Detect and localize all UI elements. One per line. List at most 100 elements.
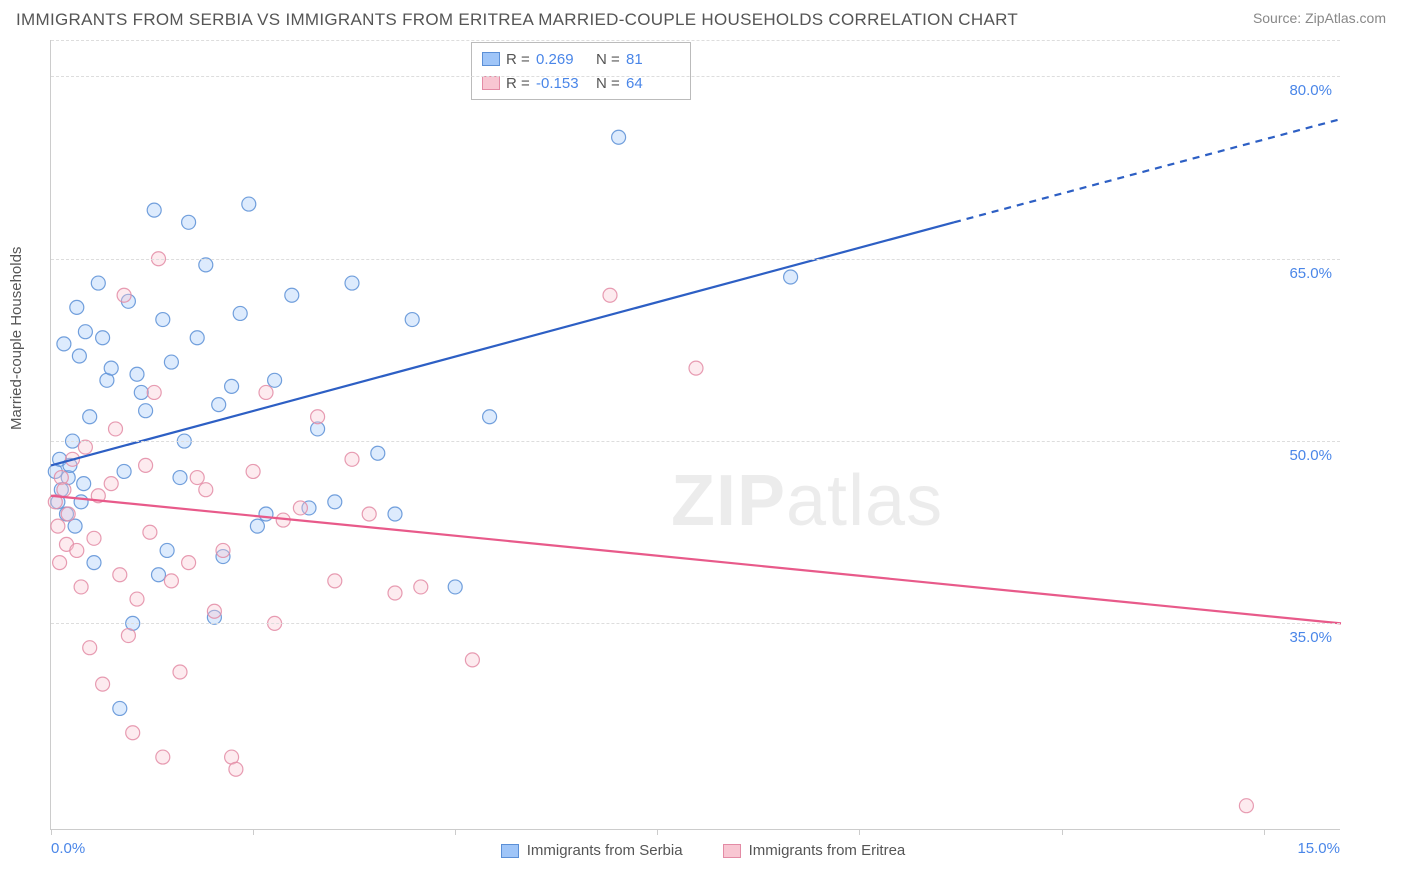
data-point <box>72 349 86 363</box>
data-point <box>388 586 402 600</box>
y-axis-label: Married-couple Households <box>8 247 25 430</box>
data-point <box>465 653 479 667</box>
data-point <box>311 410 325 424</box>
data-point <box>242 197 256 211</box>
stats-legend: R = 0.269 N = 81 R = -0.153 N = 64 <box>471 42 691 100</box>
data-point <box>57 483 71 497</box>
swatch-eritrea <box>723 844 741 858</box>
legend-label-serbia: Immigrants from Serbia <box>527 842 683 859</box>
data-point <box>78 440 92 454</box>
data-point <box>371 446 385 460</box>
data-point <box>87 556 101 570</box>
data-point <box>160 543 174 557</box>
trend-line-dashed <box>954 119 1341 222</box>
legend-label-eritrea: Immigrants from Eritrea <box>749 842 906 859</box>
data-point <box>328 574 342 588</box>
data-point <box>345 452 359 466</box>
data-point <box>268 373 282 387</box>
data-point <box>143 525 157 539</box>
data-point <box>784 270 798 284</box>
data-point <box>117 288 131 302</box>
data-point <box>147 203 161 217</box>
data-point <box>190 331 204 345</box>
data-point <box>83 641 97 655</box>
data-point <box>164 574 178 588</box>
data-point <box>207 604 221 618</box>
data-point <box>130 367 144 381</box>
y-tick-label: 80.0% <box>1289 82 1332 99</box>
data-point <box>96 331 110 345</box>
data-point <box>152 568 166 582</box>
data-point <box>70 543 84 557</box>
y-tick-label: 65.0% <box>1289 265 1332 282</box>
data-point <box>130 592 144 606</box>
data-point <box>259 385 273 399</box>
data-point <box>53 556 67 570</box>
n-label: N = <box>596 51 620 68</box>
data-point <box>91 276 105 290</box>
data-point <box>147 385 161 399</box>
data-point <box>77 477 91 491</box>
data-point <box>113 701 127 715</box>
data-point <box>164 355 178 369</box>
data-point <box>109 422 123 436</box>
data-point <box>117 464 131 478</box>
data-point <box>612 130 626 144</box>
data-point <box>199 258 213 272</box>
data-point <box>57 337 71 351</box>
data-point <box>388 507 402 521</box>
data-point <box>74 495 88 509</box>
data-point <box>229 762 243 776</box>
data-point <box>225 379 239 393</box>
y-tick-label: 50.0% <box>1289 447 1332 464</box>
data-point <box>212 398 226 412</box>
r-label: R = <box>506 51 530 68</box>
data-point <box>113 568 127 582</box>
data-point <box>689 361 703 375</box>
data-point <box>246 464 260 478</box>
swatch-serbia <box>482 52 500 66</box>
stats-row-serbia: R = 0.269 N = 81 <box>482 47 680 71</box>
stats-row-eritrea: R = -0.153 N = 64 <box>482 71 680 95</box>
data-point <box>156 313 170 327</box>
data-point <box>61 507 75 521</box>
data-point <box>293 501 307 515</box>
legend-item-serbia: Immigrants from Serbia <box>501 842 683 859</box>
data-point <box>156 750 170 764</box>
data-point <box>104 477 118 491</box>
data-point <box>182 556 196 570</box>
data-point <box>328 495 342 509</box>
data-point <box>70 300 84 314</box>
data-point <box>259 507 273 521</box>
data-point <box>199 483 213 497</box>
data-point <box>121 629 135 643</box>
plot-area: ZIPatlas R = 0.269 N = 81 R = -0.153 N =… <box>50 40 1340 830</box>
data-point <box>74 580 88 594</box>
data-point <box>216 543 230 557</box>
chart-svg <box>51 40 1340 829</box>
data-point <box>1239 799 1253 813</box>
data-point <box>126 726 140 740</box>
data-point <box>96 677 110 691</box>
n-value-serbia: 81 <box>626 51 680 68</box>
source-label: Source: ZipAtlas.com <box>1253 10 1386 26</box>
data-point <box>173 471 187 485</box>
data-point <box>87 531 101 545</box>
swatch-serbia <box>501 844 519 858</box>
data-point <box>405 313 419 327</box>
data-point <box>83 410 97 424</box>
data-point <box>345 276 359 290</box>
y-tick-label: 35.0% <box>1289 629 1332 646</box>
data-point <box>139 458 153 472</box>
data-point <box>603 288 617 302</box>
data-point <box>250 519 264 533</box>
data-point <box>414 580 428 594</box>
data-point <box>139 404 153 418</box>
data-point <box>285 288 299 302</box>
legend-item-eritrea: Immigrants from Eritrea <box>723 842 906 859</box>
r-value-serbia: 0.269 <box>536 51 590 68</box>
bottom-legend: Immigrants from Serbia Immigrants from E… <box>0 842 1406 859</box>
data-point <box>483 410 497 424</box>
data-point <box>448 580 462 594</box>
swatch-eritrea <box>482 76 500 90</box>
